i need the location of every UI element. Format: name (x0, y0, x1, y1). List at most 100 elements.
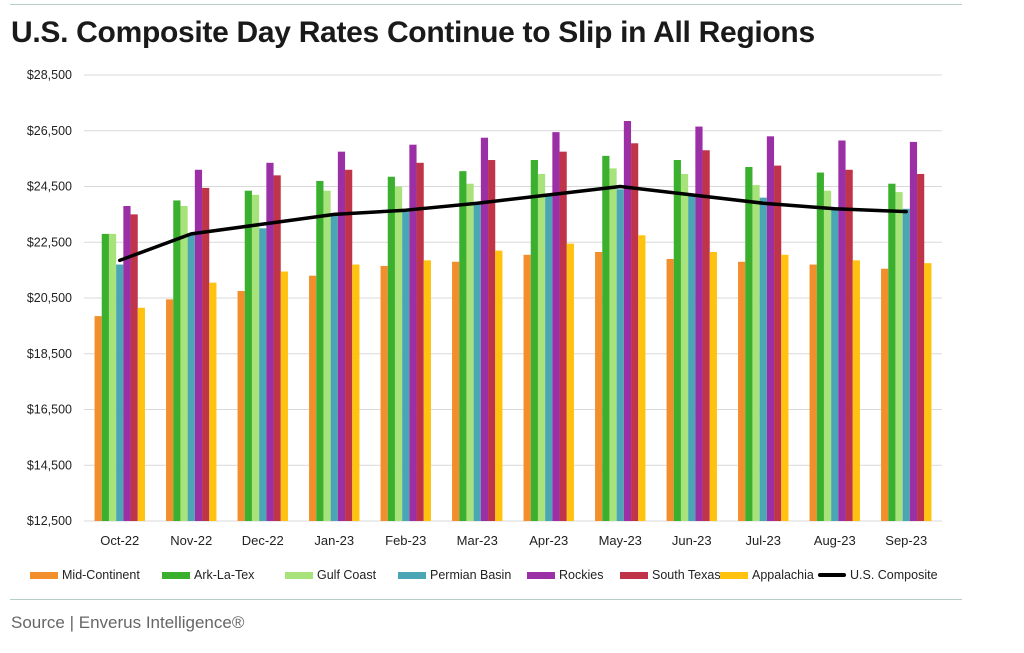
bar (623, 120, 632, 522)
bar (638, 235, 646, 521)
bar (137, 307, 145, 521)
bar (280, 271, 288, 521)
bar (101, 233, 109, 521)
bar (545, 194, 553, 522)
bar (316, 180, 324, 522)
legend-label: Rockies (559, 568, 604, 582)
page-title: U.S. Composite Day Rates Continue to Sli… (11, 16, 815, 49)
bar (273, 175, 281, 521)
x-tick-label: Sep-23 (885, 533, 927, 548)
legend-label: Appalachia (752, 568, 814, 582)
x-tick-label: Jan-23 (314, 533, 354, 548)
bar (852, 260, 860, 521)
bar (237, 291, 245, 521)
bar (108, 233, 117, 521)
legend-swatch (398, 571, 426, 579)
bar (709, 252, 717, 521)
bar (380, 265, 388, 521)
bar (130, 214, 138, 521)
bar (180, 206, 188, 521)
bar (266, 162, 274, 521)
bar (202, 187, 210, 522)
bar (680, 173, 689, 522)
x-tick-label: Jun-23 (672, 533, 712, 548)
bar (781, 254, 789, 521)
x-tick-label: Dec-22 (242, 533, 284, 548)
bar (416, 162, 424, 521)
bar (695, 126, 703, 521)
bar (666, 258, 674, 521)
bar (466, 183, 474, 521)
legend-swatch (527, 571, 555, 579)
x-tick-label: Feb-23 (385, 533, 426, 548)
legend-item: Ark-La-Tex (162, 568, 254, 582)
x-tick-label: Aug-23 (814, 533, 856, 548)
y-tick-label: $26,500 (27, 124, 72, 138)
bar (774, 165, 782, 521)
y-tick-label: $20,500 (27, 291, 72, 305)
day-rates-chart: $12,500 $14,500 $16,500 $18,500 $20,500 $22,5… (27, 68, 942, 548)
legend-item: Rockies (527, 568, 603, 582)
y-tick-label: $18,500 (27, 347, 72, 361)
bar (352, 264, 360, 521)
x-tick-label: Oct-22 (100, 533, 139, 548)
legend-item: Gulf Coast (285, 568, 376, 582)
legend-label: U.S. Composite (850, 568, 938, 582)
x-tick-label: Jul-23 (746, 533, 781, 548)
bar (387, 176, 395, 521)
bar (394, 186, 403, 521)
bar (888, 183, 896, 521)
y-tick-label: $12,500 (27, 514, 72, 528)
bar (909, 141, 918, 521)
legend-label: Permian Basin (430, 568, 512, 582)
bar (402, 211, 410, 521)
bar (480, 137, 489, 521)
bar (745, 166, 753, 522)
legend-label: South Texas (652, 568, 721, 582)
bar (116, 264, 124, 521)
bar (537, 173, 546, 522)
bar (459, 171, 467, 521)
bar (881, 268, 889, 521)
bar (323, 190, 331, 521)
legend-label: Ark-La-Tex (194, 568, 255, 582)
y-tick-label: $16,500 (27, 403, 72, 417)
bar (838, 140, 846, 521)
bar (488, 160, 496, 522)
bar (409, 144, 417, 521)
legend-swatch (162, 571, 190, 579)
bar (631, 143, 639, 521)
bar (173, 200, 181, 521)
top-divider (10, 4, 962, 5)
bar (917, 173, 925, 522)
y-tick-label: $24,500 (27, 180, 72, 194)
bar (209, 282, 217, 521)
legend-label: Mid-Continent (62, 568, 140, 582)
composite-line (118, 184, 908, 263)
y-tick-label: $14,500 (27, 458, 72, 472)
bar (902, 208, 910, 522)
bar (345, 169, 353, 521)
bar (495, 250, 503, 522)
bar (559, 151, 567, 521)
bar (831, 207, 839, 521)
bar (616, 189, 624, 521)
bar (452, 261, 460, 521)
bar (423, 260, 431, 521)
y-tick-label: $28,500 (27, 68, 72, 82)
x-tick-label: Nov-22 (170, 533, 212, 548)
bar (595, 252, 603, 521)
bar (309, 275, 317, 521)
bar (166, 299, 174, 521)
bar (259, 228, 267, 521)
bar (123, 206, 131, 521)
legend-swatch (818, 573, 846, 577)
bar (337, 151, 346, 521)
bar (766, 136, 775, 521)
bar (194, 169, 203, 521)
bar (845, 169, 853, 521)
y-tick-label: $22,500 (27, 235, 72, 249)
bar (759, 197, 767, 521)
bar (330, 215, 338, 522)
legend-item: Permian Basin (398, 568, 511, 582)
